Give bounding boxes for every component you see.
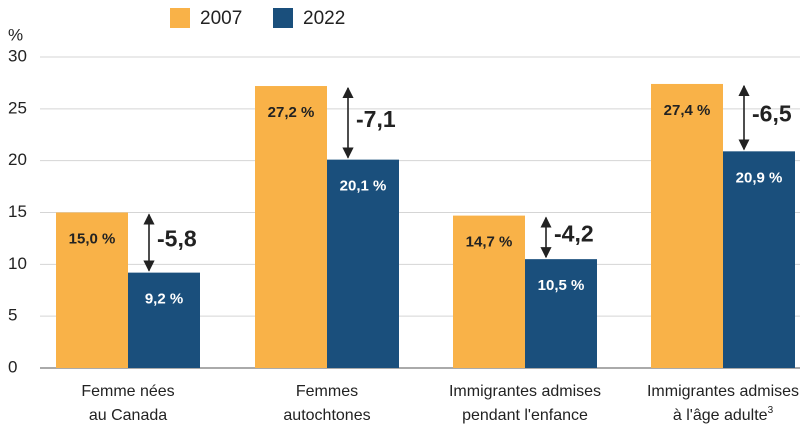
bar <box>255 86 327 368</box>
y-tick-label: 30 <box>8 46 27 65</box>
legend-swatch <box>170 8 190 28</box>
bar <box>327 159 399 368</box>
y-tick-label: 10 <box>8 254 27 273</box>
bar <box>651 83 723 368</box>
bar <box>128 272 200 368</box>
y-tick-label: 5 <box>8 306 17 325</box>
bar <box>723 151 795 368</box>
legend-label: 2007 <box>200 8 242 29</box>
bar <box>56 212 128 368</box>
value-label: 15,0 % <box>69 230 116 247</box>
x-tick-label-line: autochtones <box>283 407 370 424</box>
difference-label: -4,2 <box>554 220 594 246</box>
bar <box>453 215 525 368</box>
x-tick-label: Femmes <box>296 383 358 400</box>
value-label: 10,5 % <box>538 277 585 294</box>
difference-label: -7,1 <box>356 106 396 132</box>
x-tick-label-line: Immigrantes admises <box>647 383 799 400</box>
value-label: 27,4 % <box>664 102 711 119</box>
x-tick-label: au Canada <box>89 407 167 424</box>
x-tick-label: autochtones <box>283 407 370 424</box>
footnote-marker: 3 <box>768 405 774 416</box>
x-tick-label: Femme nées <box>81 383 174 400</box>
difference-label: -6,5 <box>752 101 792 127</box>
x-tick-label: Immigrantes admises <box>449 383 601 400</box>
x-tick-label: pendant l'enfance <box>462 407 588 424</box>
value-label: 20,9 % <box>736 169 783 186</box>
value-label: 9,2 % <box>145 291 183 308</box>
y-axis-label: % <box>8 25 23 44</box>
value-label: 20,1 % <box>340 178 387 195</box>
y-tick-label: 0 <box>8 357 17 376</box>
x-tick-label: à l'âge adulte3 <box>673 405 774 425</box>
value-label: 14,7 % <box>466 234 513 251</box>
x-tick-label-line: Femme nées <box>81 383 174 400</box>
x-tick-label-line: pendant l'enfance <box>462 407 588 424</box>
bar <box>525 259 597 368</box>
x-tick-label-line: Immigrantes admises <box>449 383 601 400</box>
y-tick-label: 20 <box>8 150 27 169</box>
x-tick-label: Immigrantes admises <box>647 383 799 400</box>
legend-label: 2022 <box>303 8 345 29</box>
value-label: 27,2 % <box>268 104 315 121</box>
legend-swatch <box>273 8 293 28</box>
y-tick-label: 15 <box>8 202 27 221</box>
y-tick-label: 25 <box>8 98 27 117</box>
x-tick-label-line: à l'âge adulte <box>673 407 768 424</box>
difference-label: -5,8 <box>157 226 197 252</box>
x-tick-label-line: Femmes <box>296 383 358 400</box>
x-tick-label-line: au Canada <box>89 407 167 424</box>
